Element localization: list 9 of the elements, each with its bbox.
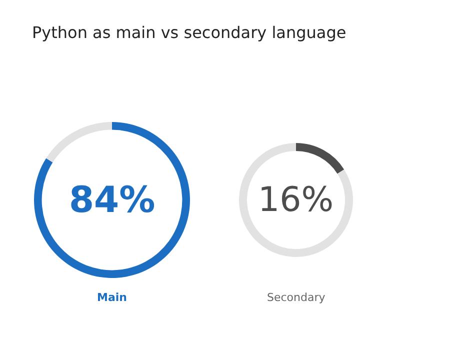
donut-slice (46, 122, 112, 162)
text: Secondary (267, 291, 326, 304)
donut-slice (239, 143, 353, 257)
data-label: 84% (69, 180, 156, 221)
donut-slice (34, 122, 190, 278)
donut-slice (296, 143, 344, 174)
chart-title: Python as main vs secondary language (32, 23, 346, 42)
text: Main (97, 291, 127, 304)
data-label: 16% (258, 180, 334, 220)
